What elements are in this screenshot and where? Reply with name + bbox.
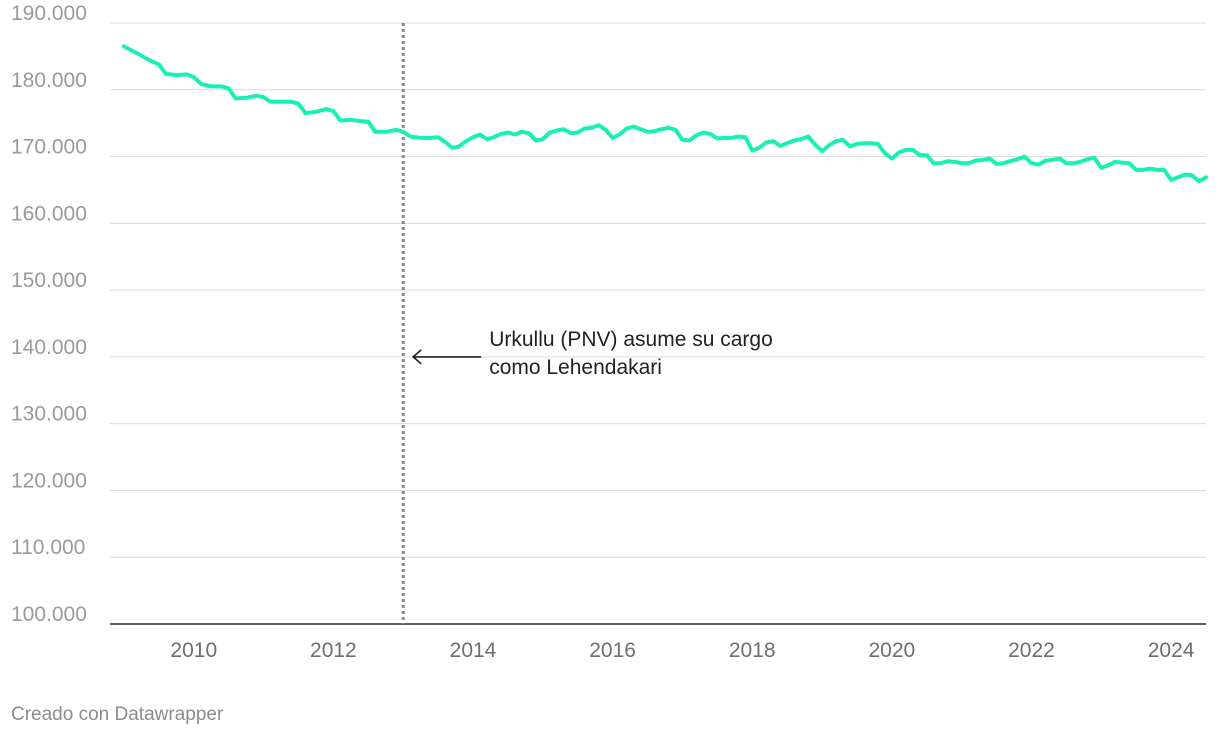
series-line [122,44,1208,184]
annotation-text: Urkullu (PNV) asume su cargo como Lehend… [489,328,778,379]
y-tick-label: 110.000 [11,536,85,559]
x-tick-label: 2024 [1148,639,1195,662]
y-tick-label: 170.000 [11,136,87,159]
annotation: Urkullu (PNV) asume su cargo como Lehend… [411,328,778,379]
y-tick-label: 140.000 [11,336,87,359]
x-tick-label: 2012 [310,639,357,662]
x-axis-tick-labels: 2010 2012 2014 2016 2018 2020 2022 2024 [170,639,1194,662]
annotation-line-2: como Lehendakari [489,356,662,379]
x-tick-label: 2022 [1008,639,1055,662]
y-tick-label: 120.000 [11,469,87,492]
x-tick-label: 2010 [170,639,217,662]
y-tick-label: 180.000 [11,69,87,92]
x-tick-label: 2014 [450,639,497,662]
annotation-arrow-head [411,349,422,365]
y-tick-label: 130.000 [11,403,87,426]
y-tick-label: 100.000 [11,603,87,626]
y-tick-label: 150.000 [11,269,87,292]
x-tick-label: 2020 [869,639,916,662]
y-tick-label: 190.000 [11,2,87,25]
x-tick-label: 2018 [729,639,776,662]
y-axis-tick-labels: 100.000 110.000 120.000 130.000 140.000 150.0… [11,2,87,626]
annotation-line-1: Urkullu (PNV) asume su cargo [489,328,773,351]
gridlines [110,22,1206,625]
y-tick-label: 160.000 [11,202,87,225]
footer-credit: Creado con Datawrapper [11,704,224,725]
x-tick-label: 2016 [589,639,636,662]
